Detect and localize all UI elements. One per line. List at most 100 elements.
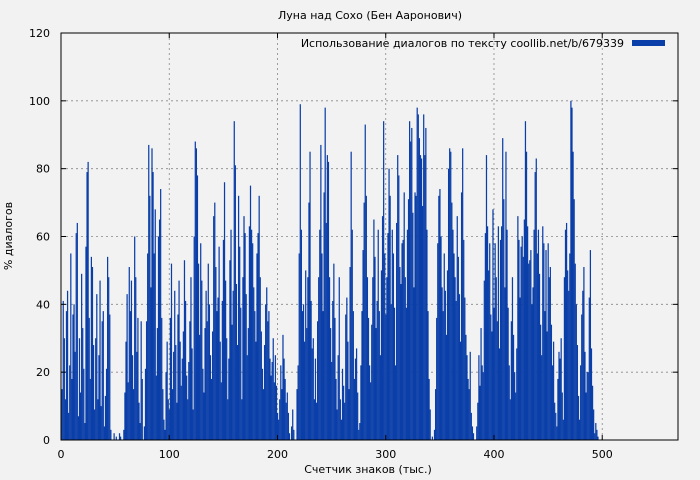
- data-bar: [494, 243, 496, 440]
- data-bar: [110, 429, 112, 440]
- data-bar: [228, 358, 230, 440]
- data-bar: [480, 328, 482, 440]
- data-bar: [547, 243, 549, 440]
- data-bar: [489, 243, 491, 440]
- data-bar: [322, 311, 324, 440]
- data-bar: [261, 368, 264, 440]
- data-bar: [179, 341, 181, 440]
- data-bar: [235, 283, 238, 440]
- data-bar: [145, 321, 148, 440]
- data-bar: [79, 392, 82, 440]
- data-bar: [123, 429, 125, 440]
- x-tick-label: 100: [159, 448, 180, 461]
- data-bar: [570, 100, 572, 440]
- data-bar: [446, 270, 449, 440]
- data-bar: [365, 195, 367, 440]
- data-bar: [549, 267, 551, 440]
- data-bar: [312, 338, 314, 440]
- data-bar: [493, 307, 495, 440]
- data-bar: [129, 311, 131, 440]
- x-tick-label: 200: [267, 448, 288, 461]
- data-bar: [72, 314, 74, 440]
- data-bar: [143, 426, 146, 440]
- data-bar: [420, 158, 423, 440]
- data-bar: [266, 287, 268, 440]
- data-bar: [523, 219, 525, 440]
- data-bar: [97, 399, 99, 440]
- data-bar: [577, 395, 580, 440]
- data-bar: [374, 256, 376, 440]
- data-bar: [403, 192, 405, 440]
- data-bar: [463, 239, 465, 440]
- data-bar: [515, 392, 517, 440]
- data-bar: [151, 148, 153, 441]
- data-bar: [341, 368, 344, 440]
- data-bar: [163, 419, 165, 440]
- data-bar: [138, 402, 140, 440]
- data-bar: [174, 290, 176, 440]
- data-bar: [535, 158, 537, 440]
- data-bar: [119, 436, 122, 440]
- data-bar: [216, 311, 218, 440]
- data-bar: [227, 399, 229, 440]
- data-bar: [280, 365, 282, 440]
- data-bar: [476, 426, 478, 440]
- data-bar: [176, 402, 178, 440]
- data-bar: [107, 256, 109, 440]
- data-bar: [528, 263, 530, 440]
- data-bar: [306, 328, 308, 440]
- data-bar: [154, 209, 156, 440]
- data-bar: [108, 277, 110, 440]
- data-bar: [302, 304, 305, 440]
- data-bar: [391, 229, 393, 440]
- data-bar: [431, 436, 433, 440]
- data-bar: [85, 246, 87, 440]
- data-bar: [267, 321, 269, 440]
- data-bar: [481, 365, 483, 440]
- data-bar: [128, 267, 130, 440]
- data-bar: [279, 399, 281, 440]
- data-bar: [92, 345, 95, 440]
- data-bar: [372, 277, 374, 440]
- data-bar: [148, 144, 150, 441]
- data-bar: [62, 300, 64, 440]
- data-bar: [102, 311, 104, 440]
- data-bar: [255, 341, 257, 440]
- data-bar: [358, 429, 360, 440]
- data-bar: [526, 226, 529, 440]
- data-bar: [281, 389, 283, 440]
- data-bar: [586, 372, 588, 440]
- data-bar: [258, 195, 260, 440]
- data-bar: [166, 341, 168, 440]
- data-bar: [344, 402, 346, 440]
- data-bar: [173, 351, 175, 440]
- data-bar: [353, 378, 356, 440]
- data-bar: [417, 114, 419, 441]
- data-bar: [386, 277, 388, 440]
- data-bar: [69, 365, 71, 440]
- data-bar: [511, 277, 514, 440]
- data-bar: [299, 104, 301, 440]
- data-bar: [232, 290, 234, 440]
- data-bar: [189, 321, 191, 440]
- data-bar: [499, 239, 502, 440]
- legend-swatch: [632, 40, 665, 46]
- data-bar: [412, 212, 414, 440]
- data-bar: [596, 429, 598, 440]
- data-bar: [89, 378, 91, 440]
- data-bar: [223, 182, 226, 440]
- data-bar: [482, 372, 484, 440]
- data-bar: [571, 107, 573, 440]
- data-bar: [447, 168, 450, 440]
- data-bar: [246, 355, 248, 440]
- data-bar: [68, 412, 70, 440]
- data-bar: [109, 314, 111, 440]
- data-bar: [181, 358, 183, 440]
- data-bar: [426, 229, 428, 440]
- data-bar: [357, 392, 359, 440]
- data-bar: [433, 429, 436, 440]
- data-bar: [569, 253, 571, 440]
- data-bar: [126, 294, 128, 440]
- data-bar: [249, 185, 252, 440]
- data-bar: [394, 365, 397, 440]
